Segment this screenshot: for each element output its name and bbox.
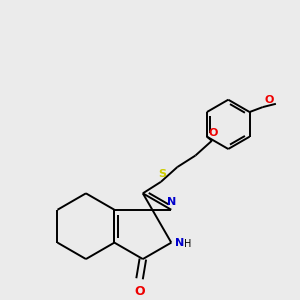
Text: N: N (167, 197, 176, 208)
Text: O: O (134, 285, 145, 298)
Text: S: S (158, 169, 166, 179)
Text: N: N (175, 238, 184, 248)
Text: O: O (264, 95, 274, 106)
Text: H: H (184, 239, 191, 249)
Text: O: O (208, 128, 218, 138)
